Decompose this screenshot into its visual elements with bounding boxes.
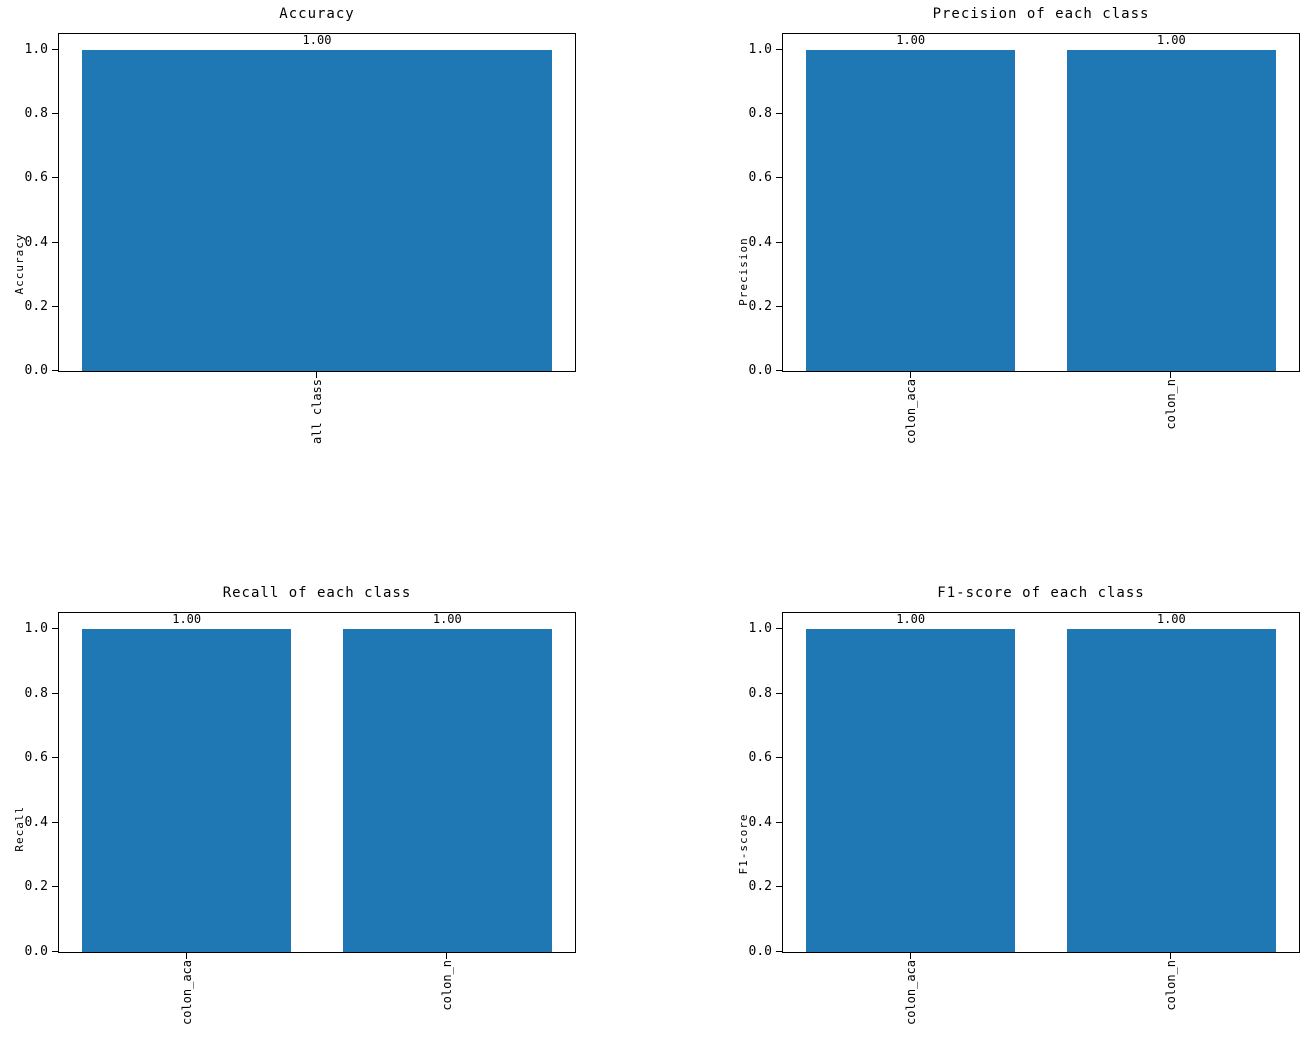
x-tick-mark — [909, 372, 911, 378]
y-tick-label: 0.8 — [748, 685, 772, 701]
y-tick-label: 0.0 — [748, 944, 772, 959]
y-tick-mark — [52, 241, 58, 243]
y-tick-label: 0.4 — [748, 814, 772, 830]
y-tick-mark — [52, 113, 58, 115]
bar-value-label: 1.00 — [896, 33, 926, 48]
bar — [82, 50, 552, 371]
y-tick-label: 1.0 — [24, 42, 48, 58]
y-tick-label: 1.0 — [748, 621, 772, 637]
x-tick-mark — [1170, 953, 1172, 959]
y-tick-mark — [52, 821, 58, 823]
x-tick-mark — [316, 372, 317, 378]
x-tick-mark — [446, 953, 448, 959]
x-tick-mark — [185, 953, 187, 959]
y-tick-label: 0.8 — [24, 106, 48, 122]
x-tick-label: colon_n — [1164, 379, 1179, 430]
x-tick-label: colon_aca — [903, 960, 918, 1026]
bar-value-label: 1.00 — [1156, 612, 1186, 627]
x-tick-mark — [1170, 372, 1172, 378]
bar-value-label: 1.00 — [896, 612, 926, 627]
y-tick-label: 1.0 — [24, 621, 48, 637]
chart-title: Precision of each class — [932, 6, 1150, 22]
y-tick-mark — [52, 177, 58, 179]
x-tick-label: colon_aca — [903, 379, 918, 445]
x-tick-label: colon_aca — [179, 960, 194, 1026]
y-tick-mark — [776, 821, 782, 823]
chart-recall: Recall of each class Recall 0.0 0.2 0.4 0.6 0.… — [13, 585, 576, 1025]
bar — [1067, 50, 1276, 371]
x-tick-label: colon_n — [1164, 960, 1179, 1011]
y-tick-label: 0.8 — [748, 106, 772, 122]
y-tick-mark — [52, 886, 58, 888]
y-tick-label: 0.0 — [748, 363, 772, 378]
bar — [1067, 629, 1276, 952]
y-tick-label: 0.0 — [24, 363, 48, 378]
y-tick-label: 0.6 — [24, 170, 48, 186]
y-tick-mark — [52, 757, 58, 759]
y-tick-label: 0.2 — [24, 879, 48, 895]
y-tick-mark — [776, 692, 782, 694]
y-tick-mark — [776, 305, 782, 307]
y-tick-label: 0.6 — [748, 750, 772, 766]
y-tick-label: 0.4 — [24, 234, 48, 250]
y-tick-mark — [52, 305, 58, 307]
y-tick-mark — [776, 370, 782, 371]
chart-title: Accuracy — [279, 6, 355, 22]
x-tick-label: all class — [310, 379, 324, 445]
chart-accuracy: Accuracy Accuracy 0.0 0.2 0.4 0.6 0.8 1.0 1.00 al… — [13, 6, 576, 444]
y-tick-label: 0.4 — [748, 234, 772, 250]
y-tick-label: 0.2 — [748, 298, 772, 314]
chart-precision: Precision of each class Precision 0.0 0.2 0.… — [737, 6, 1300, 444]
y-tick-mark — [52, 49, 58, 51]
chart-f1-score: F1-score of each class F1-score 0.0 0.2 0.4 0… — [737, 585, 1300, 1025]
chart-title: Recall of each class — [222, 585, 412, 601]
y-tick-label: 0.0 — [24, 944, 48, 959]
bar-value-label: 1.00 — [302, 33, 332, 48]
y-tick-mark — [776, 241, 782, 243]
y-tick-label: 0.8 — [24, 685, 48, 701]
y-tick-label: 0.2 — [748, 879, 772, 895]
bar-value-label: 1.00 — [1156, 33, 1186, 48]
y-tick-label: 0.4 — [24, 814, 48, 830]
y-tick-mark — [776, 628, 782, 630]
bar — [82, 629, 291, 952]
y-tick-mark — [52, 692, 58, 694]
y-tick-mark — [52, 370, 58, 371]
x-tick-label: colon_n — [440, 960, 455, 1011]
y-tick-mark — [776, 49, 782, 51]
y-tick-mark — [776, 177, 782, 179]
bar — [806, 629, 1015, 952]
bar — [806, 50, 1015, 371]
bar-value-label: 1.00 — [172, 612, 202, 627]
y-tick-mark — [776, 951, 782, 952]
y-tick-mark — [52, 951, 58, 952]
y-tick-mark — [52, 628, 58, 630]
bar — [343, 629, 552, 952]
bar-value-label: 1.00 — [432, 612, 462, 627]
y-tick-label: 0.6 — [748, 170, 772, 186]
y-tick-mark — [776, 757, 782, 759]
y-tick-label: 0.2 — [24, 298, 48, 314]
y-tick-label: 0.6 — [24, 750, 48, 766]
y-tick-mark — [776, 113, 782, 115]
y-tick-label: 1.0 — [748, 42, 772, 58]
x-tick-mark — [909, 953, 911, 959]
chart-title: F1-score of each class — [937, 585, 1145, 601]
y-tick-mark — [776, 886, 782, 888]
